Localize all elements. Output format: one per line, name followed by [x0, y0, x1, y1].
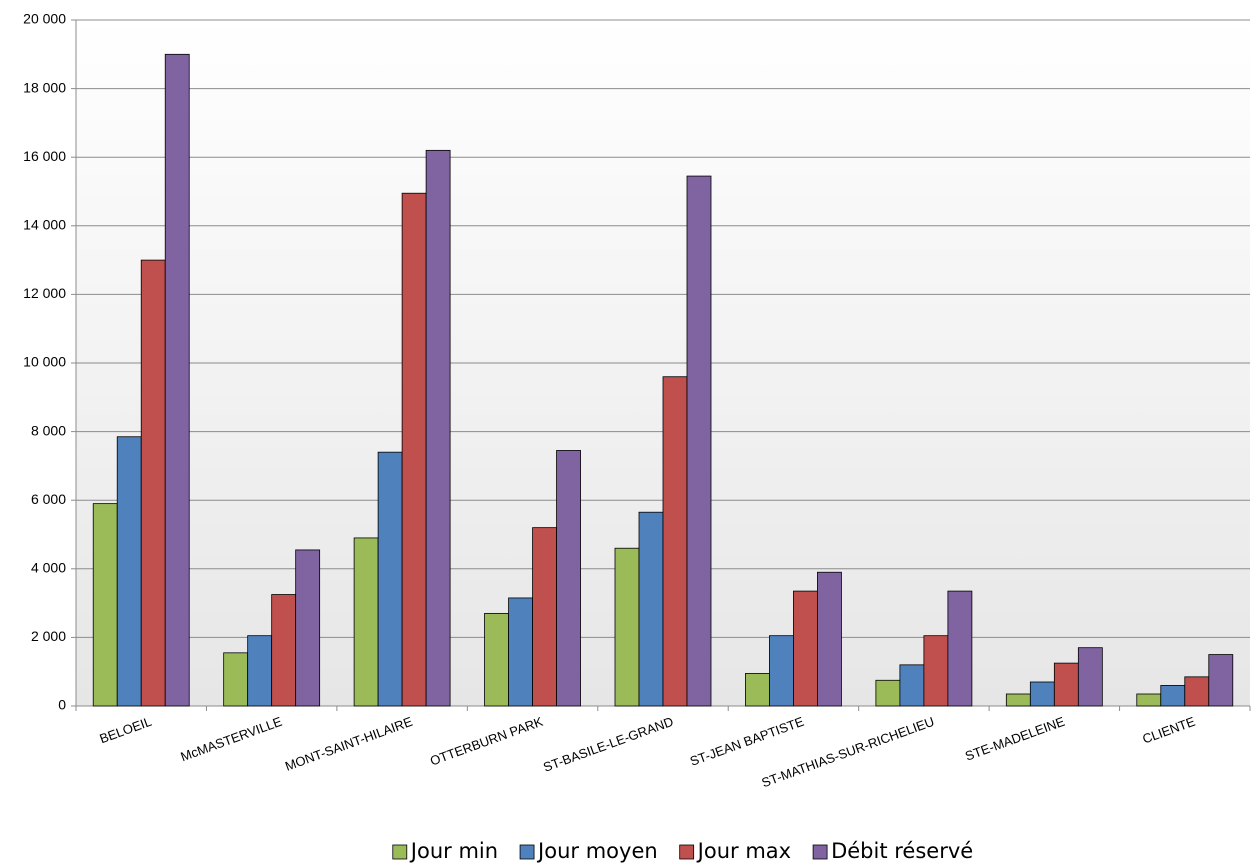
y-tick-label: 14 000: [23, 217, 66, 233]
bar: [271, 594, 297, 707]
x-tick-label: OTTERBURN PARK: [428, 714, 545, 769]
bar: [1136, 693, 1162, 707]
x-tick-label: ST-JEAN BAPTISTE: [688, 714, 806, 769]
y-tick-label: 20 000: [23, 11, 66, 27]
y-tick-label: 10 000: [23, 354, 66, 370]
y-tick-label: 6 000: [31, 491, 66, 507]
y-tick-label: 12 000: [23, 285, 66, 301]
bar: [223, 652, 249, 707]
bar: [817, 571, 842, 707]
bar: [484, 612, 509, 707]
bar: [556, 450, 581, 707]
legend-swatch: [392, 844, 408, 860]
bar: [638, 511, 664, 707]
bar: [793, 590, 818, 707]
bar: [662, 376, 688, 707]
bar: [247, 635, 273, 707]
bar: [923, 635, 949, 707]
legend-label: Jour min: [409, 839, 498, 863]
bar: [769, 635, 794, 707]
bar: [92, 503, 118, 707]
legend-label: Débit réservé: [831, 839, 973, 863]
bar: [532, 527, 557, 707]
bar: [377, 451, 403, 707]
x-tick-label: MONT-SAINT-HILAIRE: [283, 714, 415, 774]
bar: [1029, 681, 1055, 707]
bar: [1208, 654, 1234, 707]
bar: [425, 149, 451, 707]
bar: [1160, 685, 1186, 707]
legend-swatch: [519, 844, 535, 860]
y-tick-label: 18 000: [23, 79, 66, 95]
bar: [899, 664, 925, 707]
bar: [875, 679, 901, 707]
bar: [140, 259, 166, 707]
bar: [295, 549, 321, 707]
bar: [116, 436, 142, 707]
x-tick-label: BELOEIL: [97, 714, 153, 747]
x-tick-label: STE-MADELEINE: [963, 714, 1067, 764]
bar: [1184, 676, 1210, 707]
legend-swatch: [812, 844, 828, 860]
bar: [745, 673, 770, 707]
y-tick-label: 2 000: [31, 628, 66, 644]
y-tick-label: 8 000: [31, 422, 66, 438]
bar: [353, 537, 379, 707]
bar: [947, 590, 973, 707]
y-tick-label: 0: [58, 697, 66, 713]
bar: [686, 175, 712, 707]
legend-swatch: [679, 844, 695, 860]
bar: [401, 192, 427, 707]
y-tick-label: 4 000: [31, 560, 66, 576]
bar: [164, 53, 190, 707]
x-tick-label: ST-BASILE-LE-GRAND: [541, 714, 675, 775]
bar: [614, 547, 640, 707]
bar: [1053, 662, 1079, 707]
y-tick-label: 16 000: [23, 148, 66, 164]
bar: [1005, 693, 1031, 707]
x-tick-label: CLIENTE: [1140, 714, 1197, 747]
x-tick-label: McMASTERVILLE: [179, 714, 285, 765]
bar: [1077, 647, 1103, 707]
legend-label: Jour moyen: [536, 839, 658, 863]
bar: [508, 597, 533, 707]
legend-label: Jour max: [696, 839, 791, 863]
